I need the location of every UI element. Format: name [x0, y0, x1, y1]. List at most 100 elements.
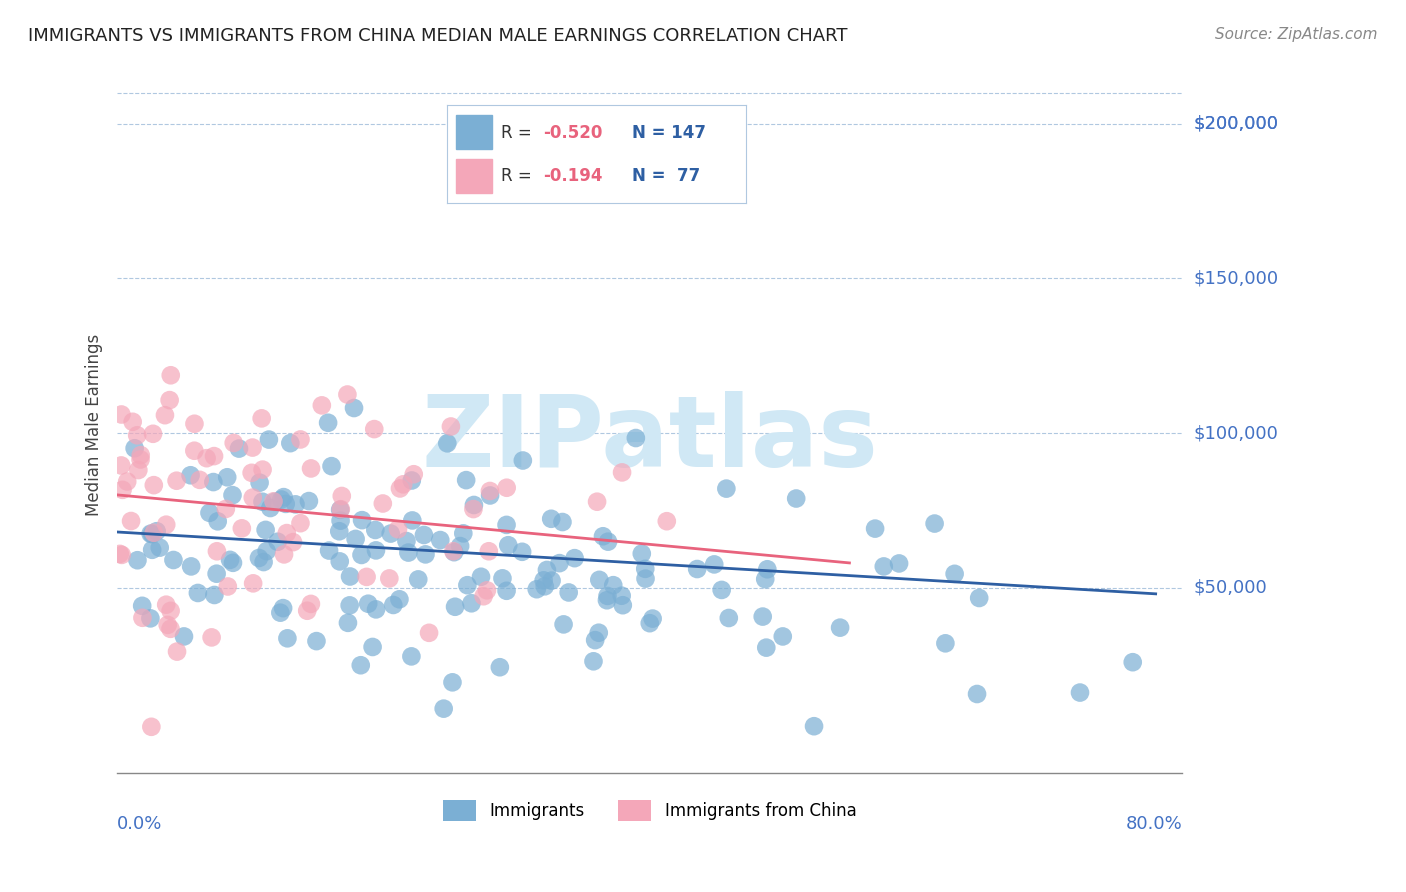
- Immigrants: [564, 551, 586, 566]
- Immigrants from China: [240, 466, 263, 480]
- Text: 0.0%: 0.0%: [117, 815, 163, 833]
- Immigrants: [1069, 685, 1091, 699]
- Immigrants: [228, 442, 250, 456]
- Immigrants from China: [330, 489, 353, 503]
- Immigrants: [364, 523, 387, 537]
- Immigrants: [305, 634, 328, 648]
- Immigrants: [162, 553, 184, 567]
- Immigrants: [887, 557, 910, 571]
- Immigrants: [139, 526, 162, 541]
- Immigrants: [180, 559, 202, 574]
- Immigrants from China: [115, 475, 138, 489]
- Immigrants from China: [402, 467, 425, 482]
- Immigrants from China: [205, 544, 228, 558]
- Immigrants: [127, 553, 149, 567]
- Immigrants from China: [276, 526, 298, 541]
- Immigrants: [610, 589, 633, 603]
- Immigrants from China: [120, 514, 142, 528]
- Immigrants: [141, 542, 163, 557]
- Immigrants: [498, 538, 520, 552]
- Immigrants from China: [142, 478, 165, 492]
- Immigrants: [339, 569, 361, 583]
- Immigrants from China: [153, 408, 176, 422]
- Immigrants from China: [263, 494, 285, 508]
- Immigrants: [630, 547, 652, 561]
- Immigrants: [343, 401, 366, 415]
- Immigrants: [270, 492, 292, 507]
- Y-axis label: Median Male Earnings: Median Male Earnings: [86, 334, 103, 516]
- Immigrants: [596, 534, 619, 549]
- Immigrants from China: [110, 458, 132, 473]
- Immigrants from China: [159, 622, 181, 636]
- Immigrants: [298, 494, 321, 508]
- Immigrants: [202, 588, 225, 602]
- Immigrants: [329, 554, 352, 568]
- Immigrants: [339, 599, 361, 613]
- Immigrants from China: [495, 481, 517, 495]
- Immigrants: [460, 596, 482, 610]
- Immigrants: [221, 488, 243, 502]
- Immigrants: [257, 433, 280, 447]
- Immigrants from China: [242, 491, 264, 505]
- Immigrants: [413, 528, 436, 542]
- Immigrants: [316, 416, 339, 430]
- Immigrants from China: [215, 502, 238, 516]
- Immigrants from China: [166, 644, 188, 658]
- Immigrants: [149, 541, 172, 555]
- Immigrants: [329, 514, 352, 528]
- Immigrants from China: [418, 625, 440, 640]
- Immigrants from China: [586, 494, 609, 508]
- Immigrants from China: [441, 544, 464, 558]
- Immigrants from China: [297, 604, 319, 618]
- Immigrants from China: [252, 462, 274, 476]
- Immigrants: [634, 572, 657, 586]
- Immigrants: [756, 562, 779, 576]
- Immigrants: [198, 506, 221, 520]
- Text: $100,000: $100,000: [1194, 424, 1278, 442]
- Immigrants from China: [127, 428, 149, 442]
- Immigrants from China: [440, 419, 463, 434]
- Immigrants: [252, 495, 274, 509]
- Immigrants from China: [156, 618, 179, 632]
- Immigrants from China: [281, 535, 304, 549]
- Immigrants: [396, 545, 419, 559]
- Immigrants: [145, 524, 167, 539]
- Immigrants: [751, 609, 773, 624]
- Immigrants: [344, 532, 367, 546]
- Immigrants: [207, 514, 229, 528]
- Immigrants from China: [141, 720, 163, 734]
- Immigrants: [259, 501, 281, 516]
- Immigrants: [583, 633, 606, 648]
- Immigrants from China: [108, 547, 131, 561]
- Immigrants from China: [155, 517, 177, 532]
- Text: $150,000: $150,000: [1194, 269, 1278, 287]
- Immigrants: [263, 495, 285, 509]
- Immigrants from China: [356, 570, 378, 584]
- Immigrants: [624, 431, 647, 445]
- Immigrants: [141, 527, 163, 541]
- Immigrants: [361, 640, 384, 654]
- Immigrants from China: [299, 461, 322, 475]
- Immigrants: [491, 571, 513, 585]
- Legend: Immigrants, Immigrants from China: Immigrants, Immigrants from China: [436, 794, 863, 828]
- Immigrants: [592, 529, 614, 543]
- Immigrants from China: [475, 583, 498, 598]
- Immigrants: [540, 512, 562, 526]
- Immigrants: [588, 625, 610, 640]
- Immigrants: [924, 516, 946, 531]
- Immigrants: [540, 574, 562, 588]
- Immigrants: [401, 649, 423, 664]
- Immigrants: [456, 473, 478, 487]
- Immigrants: [278, 436, 301, 450]
- Immigrants: [254, 523, 277, 537]
- Immigrants: [830, 621, 852, 635]
- Immigrants: [401, 474, 423, 488]
- Immigrants: [510, 545, 533, 559]
- Immigrants: [934, 636, 956, 650]
- Immigrants from China: [472, 589, 495, 603]
- Immigrants: [716, 482, 738, 496]
- Immigrants: [533, 579, 555, 593]
- Immigrants: [966, 687, 988, 701]
- Immigrants from China: [655, 514, 678, 528]
- Immigrants: [222, 556, 245, 570]
